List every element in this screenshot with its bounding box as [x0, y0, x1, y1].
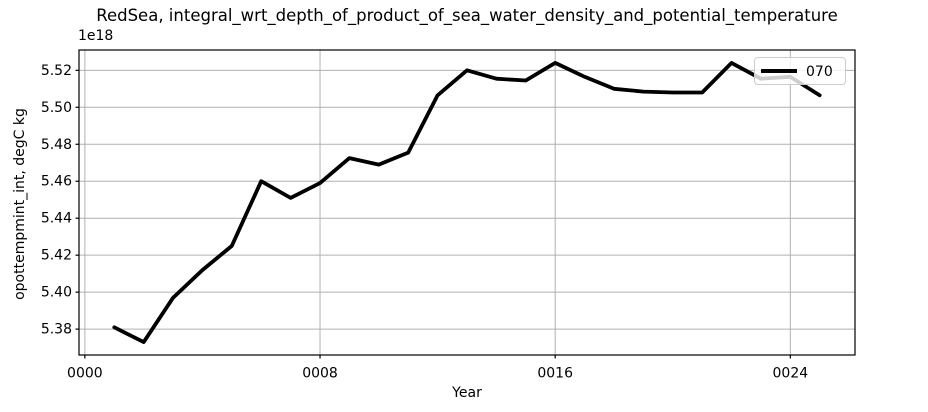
legend-box [754, 57, 846, 85]
y-tick-label: 5.44 [41, 211, 72, 227]
series-line-070 [112, 61, 822, 345]
chart-title: RedSea, integral_wrt_depth_of_product_of… [96, 6, 838, 25]
legend: 070 [754, 57, 846, 85]
y-tick-label: 5.52 [41, 63, 72, 79]
y-tick-label: 5.42 [41, 248, 72, 264]
y-tick-label: 5.38 [41, 322, 72, 338]
legend-label: 070 [806, 64, 833, 80]
x-tick-label: 0016 [537, 366, 573, 382]
x-tick-label: 0008 [302, 366, 338, 382]
x-axis-label: Year [452, 385, 482, 401]
axes-frame [78, 49, 856, 356]
x-tick-label: 0000 [67, 366, 103, 382]
x-tick-label: 0024 [773, 366, 809, 382]
y-tick-label: 5.46 [41, 174, 72, 190]
y-tick-label: 5.50 [41, 100, 72, 116]
tick-labels: 5.38 5.40 5.42 5.44 5.46 5.48 5.50 5.52 0000 0008… [41, 63, 808, 382]
gridlines [79, 50, 855, 355]
tick-marks [75, 69, 791, 359]
y-axis-offset-label: 1e18 [78, 28, 114, 44]
y-tick-label: 5.48 [41, 137, 72, 153]
y-tick-label: 5.40 [41, 285, 72, 301]
